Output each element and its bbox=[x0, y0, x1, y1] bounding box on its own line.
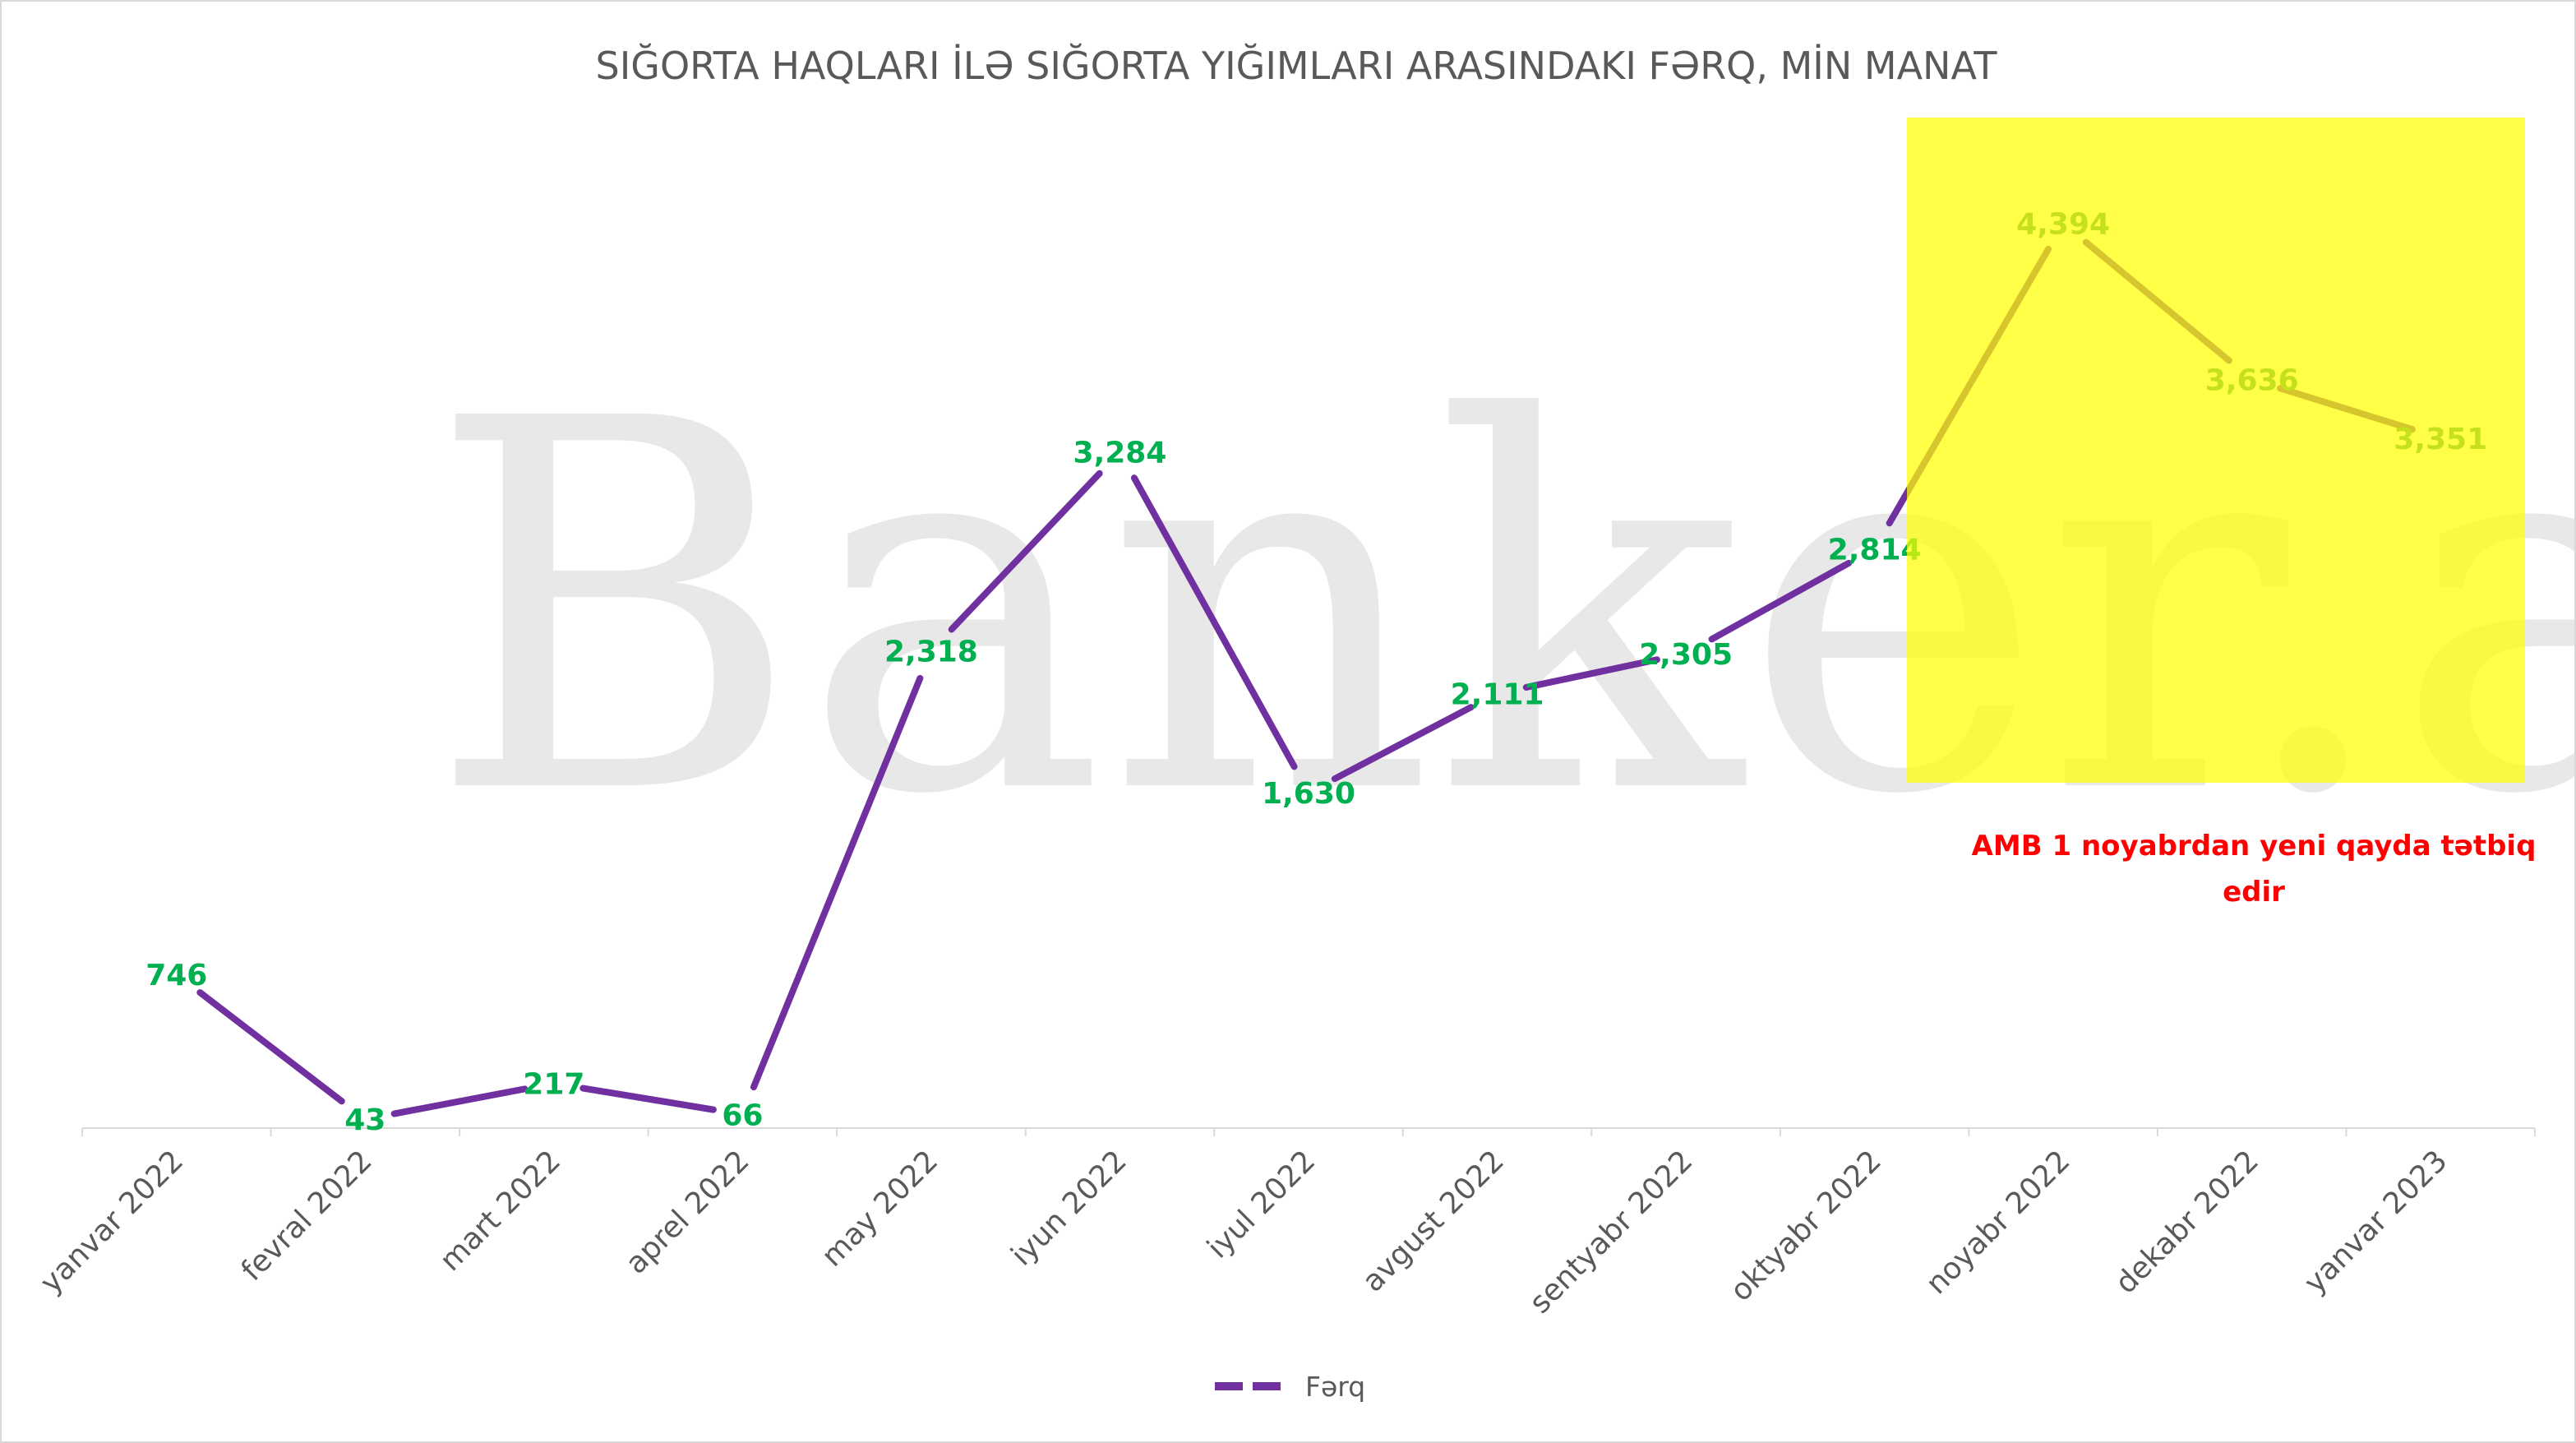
x-tick-label: iyun 2022 bbox=[1005, 1144, 1133, 1272]
x-tick-label: yanvar 2023 bbox=[2298, 1144, 2454, 1300]
series-line-segment bbox=[390, 1085, 529, 1117]
annotation-text-line-2: edir bbox=[2223, 876, 2285, 909]
data-label: 217 bbox=[523, 1068, 584, 1102]
data-label: 2,305 bbox=[1639, 638, 1733, 672]
series-line-segment bbox=[1708, 559, 1853, 643]
series-line-segment bbox=[1522, 656, 1660, 691]
series-line-segment bbox=[1130, 474, 1298, 770]
series-line-segment bbox=[948, 469, 1103, 633]
data-labels: 746 43 217 66 2,318 3,284 1,630 2,111 2,305 2,814 bbox=[145, 437, 1921, 1138]
x-tick-label: fevral 2022 bbox=[235, 1144, 379, 1288]
data-label: 2,318 bbox=[884, 636, 978, 669]
data-label: 1,630 bbox=[1262, 777, 1355, 811]
data-label: 43 bbox=[344, 1103, 385, 1137]
x-tick-label: oktyabr 2022 bbox=[1724, 1144, 1888, 1307]
data-labels-highlighted: 4,394 3,636 3,351 bbox=[2016, 208, 2487, 456]
x-tick-label: sentyabr 2022 bbox=[1523, 1144, 1699, 1320]
legend-label: Fərq bbox=[1305, 1371, 1365, 1403]
x-axis-ticks bbox=[81, 1128, 2536, 1136]
data-label: 3,351 bbox=[2394, 423, 2487, 456]
data-label: 3,636 bbox=[2205, 364, 2299, 398]
x-tick-label: mart 2022 bbox=[433, 1144, 567, 1278]
series-line-segment bbox=[750, 674, 924, 1091]
chart-title: SIĞORTA HAQLARI İLƏ SIĞORTA YIĞIMLARI AR… bbox=[596, 43, 1998, 88]
x-tick-label: aprel 2022 bbox=[619, 1144, 755, 1280]
highlight-box bbox=[1907, 118, 2525, 783]
annotation-text-line-1: AMB 1 noyabrdan yeni qayda tətbiq bbox=[1972, 830, 2537, 863]
x-tick-label: dekabr 2022 bbox=[2109, 1144, 2265, 1300]
data-label: 66 bbox=[722, 1098, 763, 1132]
series-line-segment bbox=[579, 1085, 717, 1113]
x-tick-label: iyul 2022 bbox=[1201, 1144, 1322, 1265]
series-line-segment bbox=[196, 989, 345, 1105]
data-label: 4,394 bbox=[2016, 208, 2110, 242]
x-tick-label: avgust 2022 bbox=[1356, 1144, 1511, 1298]
data-label: 2,111 bbox=[1451, 678, 1544, 711]
x-axis-labels: yanvar 2022 fevral 2022 mart 2022 aprel 202… bbox=[34, 1144, 2454, 1320]
series-line-segment bbox=[1331, 704, 1475, 783]
data-label: 2,814 bbox=[1828, 533, 1922, 567]
x-tick-label: noyabr 2022 bbox=[1920, 1144, 2077, 1301]
x-tick-label: yanvar 2022 bbox=[34, 1144, 190, 1300]
data-label: 3,284 bbox=[1073, 437, 1167, 470]
data-label: 746 bbox=[145, 959, 207, 992]
x-tick-label: may 2022 bbox=[815, 1144, 944, 1273]
